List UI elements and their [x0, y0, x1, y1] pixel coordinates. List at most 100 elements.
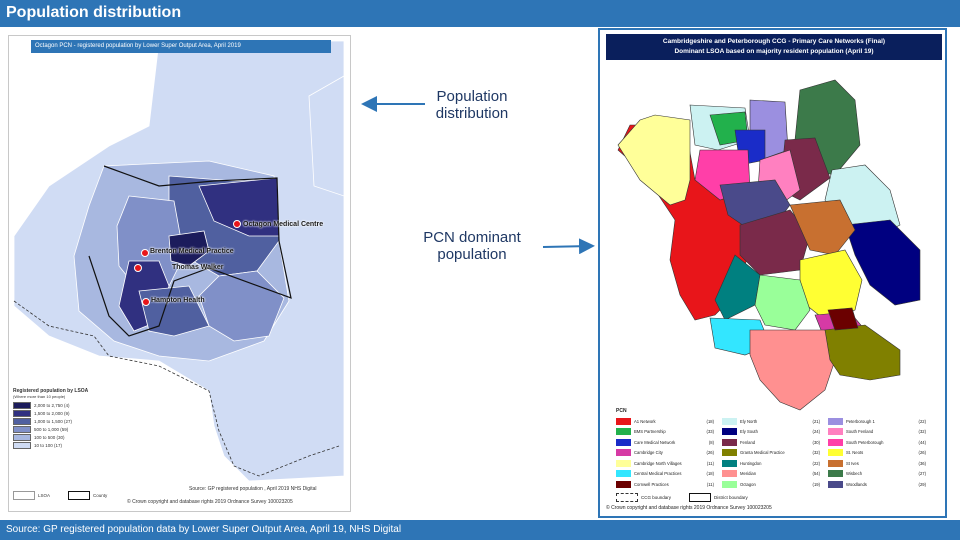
- right-map-title-line1: Cambridgeshire and Peterborough CCG - Pr…: [662, 38, 886, 45]
- pcn-swatch: [616, 438, 631, 446]
- pcn-swatch: [828, 480, 843, 488]
- practice-marker: [134, 264, 142, 272]
- pcn-swatch: [722, 438, 737, 446]
- legend-swatch: [13, 409, 31, 417]
- legend-row: 1,500 to 2,000 (9): [13, 409, 113, 417]
- pcn-legend-item: Cornwell Practices (11): [616, 479, 722, 490]
- legend-row: 1,000 to 1,500 (27): [13, 417, 113, 425]
- pcn-name: South Peterborough: [846, 439, 884, 445]
- practice-marker: [142, 298, 150, 306]
- pcn-swatch: [722, 428, 737, 436]
- pcn-legend-item: Woodlands (29): [828, 479, 934, 490]
- pcn-name: St Ives: [846, 460, 859, 466]
- pcn-legend-item: Huntingdon (22): [722, 458, 828, 469]
- legend-row: 2,000 to 2,750 (4): [13, 401, 113, 409]
- practice-label: Thomas Walker: [172, 264, 224, 271]
- pcn-legend-item: St. Neots (26): [828, 448, 934, 459]
- lsoa-area: [198, 177, 280, 237]
- pcn-region-st-ives: [789, 199, 856, 256]
- right-map-title-line2: Dominant LSOA based on majority resident…: [674, 48, 874, 55]
- left-map-panel: Octagon PCN - registered population by L…: [8, 35, 351, 512]
- pcn-region-meridian: [749, 329, 836, 411]
- left-map-source: Source: GP registered population , April…: [189, 486, 317, 492]
- pcn-dominant-label: PCN dominant population: [423, 229, 521, 263]
- pcn-name: Cambridge North Villages: [634, 460, 682, 466]
- pcn-name: Granta Medical Practice: [740, 450, 785, 456]
- practice-label: Hampton Health: [151, 297, 205, 304]
- footer-bar: Source: GP registered population data by…: [0, 520, 960, 540]
- pcn-swatch: [828, 459, 843, 467]
- pcn-name: Huntingdon: [740, 460, 762, 466]
- pcn-count: (30): [812, 439, 820, 445]
- legend-swatch: [13, 425, 31, 433]
- left-map-copyright: © Crown copyright and database rights 20…: [127, 499, 293, 505]
- pcn-count: (44): [918, 439, 926, 445]
- arrows-svg: [361, 96, 595, 255]
- pcn-legend-item: Cambridge City (26): [616, 448, 722, 459]
- pcn-swatch: [722, 417, 737, 425]
- legend-swatch: [13, 433, 31, 441]
- practice-label: Brenton Medical Practice: [150, 248, 234, 255]
- left-map-keys: LSOA County: [13, 491, 107, 500]
- pcn-count: (22): [918, 418, 926, 424]
- pcn-name: Care Medical Network: [634, 439, 676, 445]
- legend-subtitle: (Where more than 10 people): [13, 394, 66, 399]
- pcn-count: (18): [706, 418, 714, 424]
- pcn-legend-item: Granta Medical Practice (32): [722, 448, 828, 459]
- pcn-legend-item: Ely South (24): [722, 427, 828, 438]
- pcn-count: (32): [812, 450, 820, 456]
- pcn-legend-item: Care Medical Network (8): [616, 437, 722, 448]
- pcn-swatch: [722, 480, 737, 488]
- pcn-swatch: [828, 438, 843, 446]
- pcn-legend-item: South Fenland (32): [828, 427, 934, 438]
- pcn-legend-item: Fenland (30): [722, 437, 828, 448]
- pcn-legend-item: BMS Partnership (33): [616, 427, 722, 438]
- left-map-legend: Registered population by LSOA (Where mor…: [13, 388, 113, 449]
- pcn-count: (26): [918, 450, 926, 456]
- pcn-count: (19): [812, 481, 820, 487]
- practice-marker: [141, 249, 149, 257]
- pcn-legend-item: Octagon (19): [722, 479, 828, 490]
- right-map-svg: [617, 79, 921, 411]
- lsoa-area: [198, 270, 285, 342]
- pcn-region-granta: [824, 324, 901, 381]
- pcn-legend: PCN A1 Network (18) Ely North (21) Peterbo…: [616, 408, 936, 490]
- lsoa-key-label: LSOA: [38, 493, 51, 498]
- pcn-count: (27): [918, 471, 926, 477]
- lsoa-area: [308, 75, 345, 197]
- legend-title: Registered population by LSOA: [13, 388, 89, 394]
- legend-swatch: [13, 417, 31, 425]
- pcn-count: (32): [918, 429, 926, 435]
- pcn-count: (11): [706, 460, 714, 466]
- pcn-name: A1 Network: [634, 418, 656, 424]
- district-key-label: District boundary: [714, 495, 748, 500]
- pcn-count: (18): [706, 471, 714, 477]
- pcn-legend-title: PCN: [616, 408, 627, 414]
- pcn-legend-item: South Peterborough (44): [828, 437, 934, 448]
- pcn-swatch: [616, 449, 631, 457]
- legend-swatch: [13, 441, 31, 449]
- practice-label: Octagon Medical Centre: [243, 221, 324, 228]
- pcn-name: Woodlands: [846, 481, 867, 487]
- pcn-swatch: [722, 470, 737, 478]
- pcn-legend-item: Ely North (21): [722, 416, 828, 427]
- pcn-name: Ely North: [740, 418, 758, 424]
- pcn-legend-item: St Ives (36): [828, 458, 934, 469]
- pcn-swatch: [616, 459, 631, 467]
- title-bar: Population distribution: [0, 0, 960, 27]
- left-map-title: Octagon PCN - registered population by L…: [31, 40, 331, 53]
- pcn-name: St. Neots: [846, 450, 864, 456]
- pcn-legend-item: Wisbech (27): [828, 469, 934, 480]
- legend-label: 1,000 to 1,500 (27): [34, 418, 73, 424]
- lsoa-key-swatch: [13, 491, 35, 500]
- pcn-region-huntingdon: [714, 254, 761, 321]
- pcn-count: (8): [708, 439, 714, 445]
- right-map-copyright: © Crown copyright and database rights 20…: [606, 505, 772, 511]
- legend-row: 100 to 500 (30): [13, 433, 113, 441]
- pcn-swatch: [828, 417, 843, 425]
- pcn-region-ely-south: [844, 219, 921, 306]
- pcn-legend-item: Meridian (54): [722, 469, 828, 480]
- pcn-name: Central Medical Practices: [634, 471, 682, 477]
- pcn-swatch: [722, 459, 737, 467]
- pcn-legend-item: A1 Network (18): [616, 416, 722, 427]
